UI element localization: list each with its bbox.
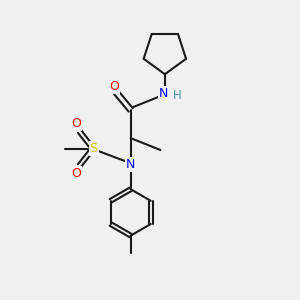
Text: H: H: [173, 88, 182, 101]
Text: N: N: [159, 87, 168, 100]
Text: O: O: [110, 80, 119, 93]
Text: O: O: [71, 167, 81, 180]
Text: S: S: [89, 142, 98, 155]
Text: N: N: [126, 158, 135, 171]
Text: O: O: [71, 117, 81, 130]
